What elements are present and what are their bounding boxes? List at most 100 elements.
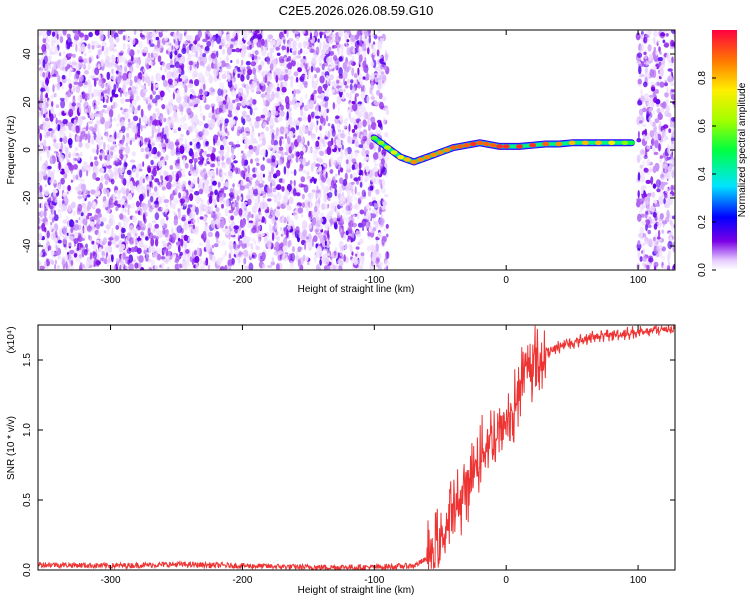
noise-speckle [280,233,284,237]
noise-speckle [130,55,133,62]
noise-speckle [225,128,228,134]
noise-speckle [328,66,334,70]
noise-speckle [238,196,242,201]
noise-speckle [192,227,196,235]
noise-speckle [253,77,258,83]
noise-speckle [90,161,94,167]
noise-speckle [343,118,347,125]
noise-speckle [122,220,128,229]
noise-speckle [173,80,177,85]
noise-speckle [382,200,388,207]
noise-speckle [66,191,69,195]
noise-speckle [84,70,89,75]
noise-speckle [63,164,69,171]
noise-speckle [268,243,272,251]
noise-speckle [304,242,307,251]
noise-speckle [146,189,150,198]
noise-speckle [59,36,64,44]
noise-speckle [324,257,330,266]
noise-speckle [97,212,102,218]
noise-speckle [96,217,100,225]
noise-speckle [316,220,321,228]
noise-speckle [89,221,95,227]
noise-speckle [219,122,222,132]
noise-speckle [111,68,114,75]
noise-speckle [151,31,157,39]
noise-speckle [235,32,238,40]
noise-speckle [199,265,205,270]
noise-speckle [39,69,44,74]
noise-speckle [219,107,223,113]
noise-speckle [160,115,163,124]
noise-speckle [670,224,674,231]
noise-speckle [319,62,322,66]
noise-speckle [207,265,210,270]
noise-speckle [258,135,262,142]
noise-speckle [52,191,57,197]
noise-speckle [347,30,351,36]
noise-speckle [120,186,126,194]
noise-speckle [124,91,128,97]
noise-speckle [122,155,127,160]
noise-speckle [273,162,276,168]
noise-speckle [252,237,256,243]
noise-speckle [147,54,151,63]
noise-speckle [374,171,379,178]
noise-speckle [207,33,212,37]
noise-speckle [298,167,303,172]
noise-speckle [187,220,192,225]
noise-speckle [166,216,169,221]
noise-speckle [310,65,314,73]
noise-speckle [119,198,126,204]
noise-speckle [99,155,103,162]
noise-speckle [177,237,181,242]
noise-speckle [194,161,197,171]
noise-speckle [258,64,262,71]
noise-speckle [58,148,62,152]
noise-speckle [169,71,173,78]
noise-speckle [201,233,204,238]
noise-speckle [140,84,146,89]
noise-speckle [181,254,188,260]
noise-speckle [79,237,85,242]
noise-speckle [192,224,195,230]
noise-speckle [72,97,76,104]
noise-speckle [297,50,302,56]
noise-speckle [358,54,363,63]
noise-speckle [78,62,84,68]
noise-speckle [121,227,126,233]
noise-speckle [300,62,304,69]
noise-speckle [316,185,319,192]
noise-speckle [232,183,235,188]
noise-speckle [227,265,232,269]
noise-speckle [78,59,84,63]
noise-speckle [332,102,335,110]
noise-speckle [58,52,62,57]
noise-speckle [353,256,358,266]
noise-speckle [319,218,324,223]
noise-speckle [197,216,200,223]
noise-speckle [221,161,225,166]
noise-speckle [157,181,161,186]
noise-speckle [351,67,355,77]
noise-speckle [377,30,381,34]
noise-speckle [228,253,231,260]
noise-speckle [370,61,374,67]
noise-speckle [262,121,268,129]
noise-speckle [173,212,177,217]
noise-speckle [206,153,212,158]
noise-speckle [38,153,41,157]
noise-speckle [122,72,128,81]
noise-speckle [346,39,350,43]
noise-speckle [238,189,242,194]
noise-speckle [281,45,287,51]
noise-speckle [181,258,187,268]
noise-speckle [640,88,643,98]
noise-speckle [361,189,366,198]
noise-speckle [353,177,359,182]
noise-speckle [340,82,345,87]
noise-speckle [360,174,363,183]
noise-speckle [276,206,281,210]
noise-speckle [43,210,47,218]
noise-speckle [76,187,82,196]
